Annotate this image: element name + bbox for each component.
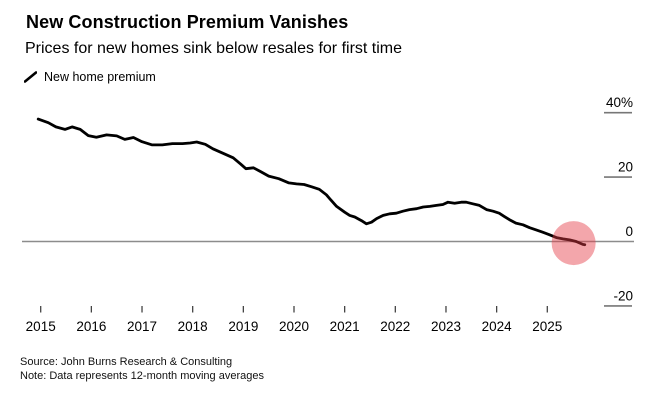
y-axis-tick-label: -20 — [613, 288, 633, 303]
note-text: Note: Data represents 12-month moving av… — [20, 370, 264, 382]
legend-label: New home premium — [44, 70, 156, 84]
y-axis-tick-label: 40% — [606, 95, 633, 110]
x-axis-tick-label: 2020 — [279, 319, 309, 334]
highlight-circle — [551, 221, 596, 266]
x-axis-tick-label: 2025 — [532, 319, 562, 334]
y-axis-tick-label: 20 — [618, 160, 633, 175]
y-axis-tick-label: 0 — [625, 224, 633, 239]
chart-subtitle: Prices for new homes sink below resales … — [25, 40, 403, 57]
x-axis-tick-label: 2017 — [127, 319, 157, 334]
x-axis-tick-label: 2016 — [76, 319, 106, 334]
chart-title: New Construction Premium Vanishes — [26, 12, 349, 32]
x-axis-tick-label: 2018 — [178, 319, 208, 334]
source-text: Source: John Burns Research & Consulting — [20, 356, 233, 368]
x-axis-tick-label: 2024 — [482, 319, 513, 334]
premium-line-series — [36, 117, 587, 247]
x-axis-tick-label: 2022 — [380, 319, 410, 334]
x-axis-tick-label: 2019 — [228, 319, 258, 334]
x-axis-tick-label: 2021 — [330, 319, 360, 334]
legend: New home premium — [24, 70, 156, 84]
x-axis-tick-label: 2015 — [26, 319, 56, 334]
x-axis-tick-label: 2023 — [431, 319, 461, 334]
line-series-icon — [24, 71, 37, 83]
